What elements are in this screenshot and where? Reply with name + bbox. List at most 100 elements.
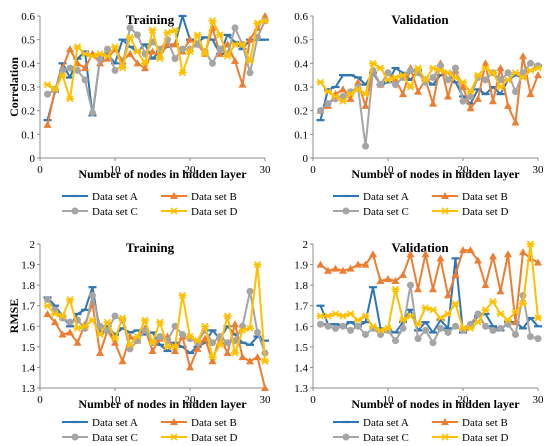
data-point xyxy=(238,326,247,334)
data-point xyxy=(66,295,74,304)
data-point xyxy=(414,64,422,72)
data-point xyxy=(208,353,217,361)
legend-marker xyxy=(170,192,178,199)
data-point xyxy=(436,66,445,74)
data-point xyxy=(58,312,67,320)
data-point xyxy=(399,90,407,98)
data-point xyxy=(43,302,52,310)
data-point xyxy=(421,304,430,312)
x-tick-label: 20 xyxy=(458,164,470,176)
series-data-set-c xyxy=(44,17,269,117)
data-point xyxy=(414,285,422,293)
y-tick-label: 0.6 xyxy=(294,11,308,23)
data-point xyxy=(377,81,384,89)
data-point xyxy=(474,71,482,79)
legend-label: Data set B xyxy=(462,417,508,429)
y-tick-label: 0.3 xyxy=(294,82,308,94)
data-point xyxy=(436,314,445,322)
data-point xyxy=(519,73,527,82)
data-point xyxy=(347,326,354,334)
data-point xyxy=(126,24,134,32)
legend-marker xyxy=(441,433,449,441)
data-point xyxy=(261,357,269,365)
data-point xyxy=(361,90,370,98)
data-point xyxy=(231,24,239,32)
data-point xyxy=(216,45,224,53)
data-point xyxy=(482,322,489,330)
data-point xyxy=(482,76,489,84)
data-point xyxy=(369,59,377,67)
data-point xyxy=(376,326,385,334)
data-point xyxy=(324,312,332,320)
x-tick-label: 10 xyxy=(383,164,395,176)
data-point xyxy=(44,296,51,304)
data-point xyxy=(362,331,369,339)
data-point xyxy=(171,346,179,354)
data-point xyxy=(73,338,82,346)
y-tick-label: 1.4 xyxy=(21,362,35,374)
y-tick-label: 1.8 xyxy=(294,280,308,292)
legend-item: Data set C xyxy=(62,432,138,444)
data-point xyxy=(171,26,179,34)
data-point xyxy=(186,363,194,371)
legend-label: Data set C xyxy=(92,206,138,218)
data-point xyxy=(384,76,392,84)
data-point xyxy=(444,291,452,299)
data-point xyxy=(346,264,355,272)
data-point xyxy=(429,339,437,347)
data-point xyxy=(361,101,370,109)
data-point xyxy=(519,52,527,60)
data-point xyxy=(254,328,261,336)
data-point xyxy=(171,343,179,351)
data-point xyxy=(534,64,542,72)
chart-panel-2: 0 0.1 0.2 0.3 0.4 0.5 0.6 0 10 20 30 Validation Numb… xyxy=(294,11,544,218)
data-point xyxy=(429,64,437,72)
y-tick-label: 0.4 xyxy=(21,58,35,70)
data-point xyxy=(88,316,97,324)
data-point xyxy=(246,35,254,43)
data-point xyxy=(223,349,232,357)
data-point xyxy=(96,349,104,357)
y-tick-label: 0 xyxy=(30,153,36,165)
legend-item: Data set A xyxy=(333,191,409,203)
data-point xyxy=(324,100,332,108)
y-tick-label: 1.9 xyxy=(294,260,308,272)
data-point xyxy=(231,56,239,64)
data-point xyxy=(208,17,217,25)
data-point xyxy=(519,300,527,308)
data-point xyxy=(361,312,370,320)
data-point xyxy=(316,260,325,268)
data-point xyxy=(253,19,262,27)
x-tick-label: 0 xyxy=(310,394,316,406)
data-point xyxy=(399,270,407,278)
legend-label: Data set B xyxy=(462,191,508,203)
data-point xyxy=(466,104,475,112)
legend-label: Data set B xyxy=(191,417,237,429)
data-point xyxy=(481,64,490,72)
data-point xyxy=(316,312,325,320)
series-data-set-d xyxy=(316,240,542,334)
data-point xyxy=(511,308,520,316)
data-point xyxy=(421,250,430,258)
y-tick-label: 1.9 xyxy=(21,260,35,272)
data-point xyxy=(459,97,467,105)
x-tick-label: 20 xyxy=(185,164,197,176)
data-point xyxy=(246,357,254,365)
data-point xyxy=(178,291,187,299)
data-point xyxy=(111,66,119,74)
series-line xyxy=(46,20,266,114)
data-point xyxy=(141,64,149,72)
legend-item: Data set D xyxy=(432,206,508,218)
y-tick-label: 0.4 xyxy=(294,58,308,70)
data-point xyxy=(186,35,194,43)
y-tick-label: 0.1 xyxy=(294,129,308,141)
data-point xyxy=(369,250,377,258)
data-point xyxy=(216,49,224,57)
data-point xyxy=(238,353,247,361)
data-point xyxy=(58,71,67,79)
data-point xyxy=(58,330,67,338)
data-point xyxy=(89,109,96,117)
data-point xyxy=(466,88,475,96)
legend-item: Data set B xyxy=(432,191,508,203)
legend: Data set A Data set B Data set C Data set D xyxy=(333,191,508,218)
